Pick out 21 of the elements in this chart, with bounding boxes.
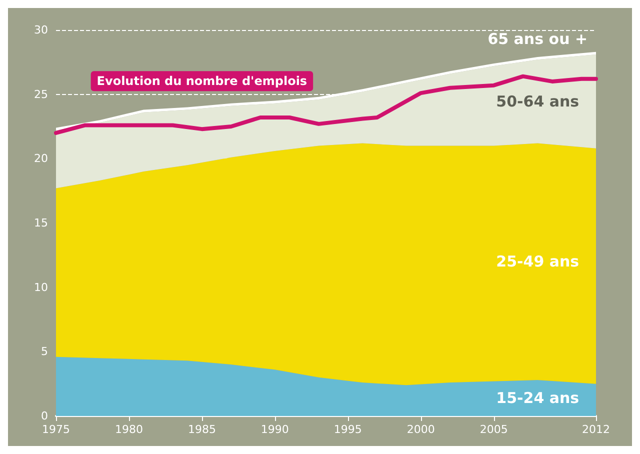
x-tick-label: 1995 bbox=[334, 423, 362, 436]
series-label: 65 ans ou + bbox=[488, 30, 588, 48]
x-tick-label: 1980 bbox=[114, 423, 143, 436]
series-label: 25-49 ans bbox=[496, 252, 580, 271]
line-series bbox=[54, 74, 598, 135]
x-tick-label: 2000 bbox=[406, 423, 435, 436]
y-tick-label: 0 bbox=[41, 410, 48, 422]
series-label: 15-24 ans bbox=[496, 388, 580, 407]
y-tick-label: 25 bbox=[34, 88, 48, 101]
y-tick-label: 15 bbox=[34, 216, 48, 230]
x-tick-label: 1985 bbox=[188, 423, 216, 436]
x-tick-label: 1975 bbox=[42, 423, 70, 436]
y-tick-label: 10 bbox=[34, 280, 48, 294]
x-tick-label: 2012 bbox=[582, 423, 610, 436]
y-tick-label: 5 bbox=[41, 345, 48, 358]
y-tick-label: 20 bbox=[34, 152, 48, 166]
x-tick-label: 1990 bbox=[260, 423, 289, 436]
x-tick-label: 2005 bbox=[480, 423, 508, 436]
y-tick-label: 30 bbox=[34, 24, 48, 36]
series-label: 50-64 ans bbox=[496, 92, 580, 110]
text: Evolution du nombre d'emplois bbox=[96, 74, 308, 88]
